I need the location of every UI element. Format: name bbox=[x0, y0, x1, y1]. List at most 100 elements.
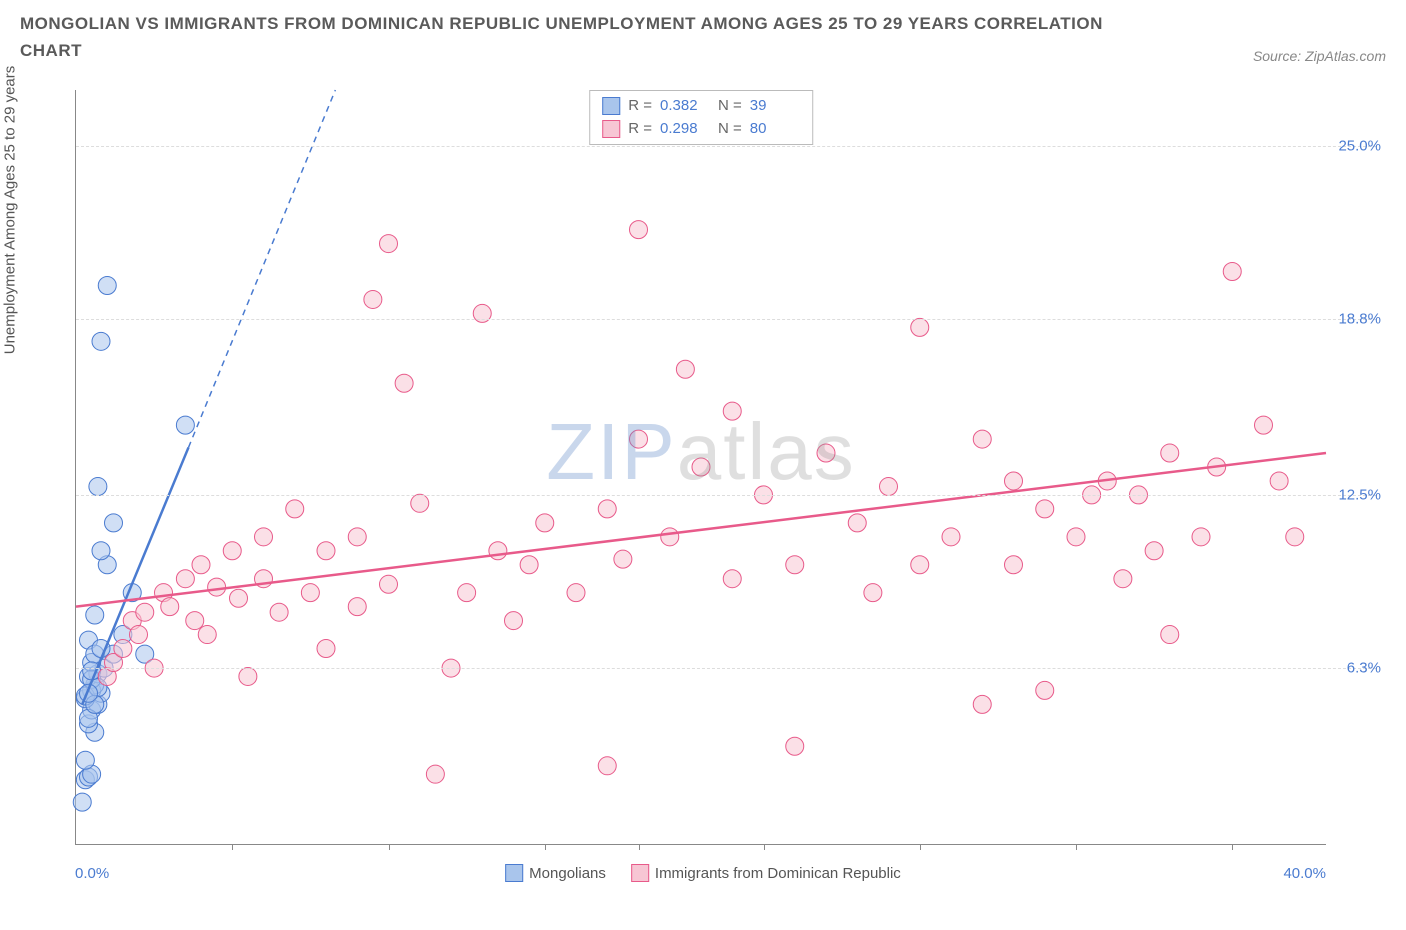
data-point-dominican bbox=[786, 556, 804, 574]
data-point-dominican bbox=[208, 578, 226, 596]
data-point-dominican bbox=[270, 603, 288, 621]
data-point-dominican bbox=[114, 640, 132, 658]
chart-container: Unemployment Among Ages 25 to 29 years R… bbox=[20, 80, 1386, 900]
legend-item-dominican: Immigrants from Dominican Republic bbox=[631, 864, 901, 882]
data-point-dominican bbox=[223, 542, 241, 560]
data-point-dominican bbox=[1114, 570, 1132, 588]
data-point-dominican bbox=[348, 528, 366, 546]
data-point-mongolians bbox=[92, 332, 110, 350]
data-point-dominican bbox=[1223, 263, 1241, 281]
data-point-dominican bbox=[1161, 626, 1179, 644]
data-point-dominican bbox=[186, 612, 204, 630]
x-tick bbox=[389, 844, 390, 850]
data-point-mongolians bbox=[73, 793, 91, 811]
data-point-dominican bbox=[1005, 472, 1023, 490]
data-point-mongolians bbox=[86, 606, 104, 624]
stats-box: R = 0.382 N = 39 R = 0.298 N = 80 bbox=[589, 90, 813, 145]
data-point-dominican bbox=[911, 318, 929, 336]
data-point-dominican bbox=[786, 737, 804, 755]
n-value-dominican: 80 bbox=[750, 118, 800, 141]
data-point-dominican bbox=[1005, 556, 1023, 574]
gridline bbox=[76, 146, 1376, 147]
data-point-dominican bbox=[536, 514, 554, 532]
legend-label-dominican: Immigrants from Dominican Republic bbox=[655, 865, 901, 882]
data-point-dominican bbox=[230, 589, 248, 607]
data-point-dominican bbox=[395, 374, 413, 392]
data-point-dominican bbox=[317, 542, 335, 560]
x-axis-min-label: 0.0% bbox=[75, 865, 109, 882]
data-point-dominican bbox=[942, 528, 960, 546]
plot-area: R = 0.382 N = 39 R = 0.298 N = 80 ZIPatl… bbox=[75, 90, 1326, 845]
stats-row-mongolians: R = 0.382 N = 39 bbox=[602, 95, 800, 118]
data-point-dominican bbox=[489, 542, 507, 560]
data-point-dominican bbox=[1067, 528, 1085, 546]
data-point-dominican bbox=[973, 430, 991, 448]
data-point-dominican bbox=[676, 360, 694, 378]
data-point-dominican bbox=[614, 550, 632, 568]
data-point-dominican bbox=[1161, 444, 1179, 462]
legend: Mongolians Immigrants from Dominican Rep… bbox=[505, 864, 901, 882]
trend-line bbox=[189, 90, 336, 447]
r-value-dominican: 0.298 bbox=[660, 118, 710, 141]
r-label: R = bbox=[628, 118, 652, 141]
n-value-mongolians: 39 bbox=[750, 95, 800, 118]
data-point-dominican bbox=[630, 430, 648, 448]
data-point-dominican bbox=[598, 757, 616, 775]
gridline bbox=[76, 668, 1376, 669]
legend-item-mongolians: Mongolians bbox=[505, 864, 606, 882]
gridline bbox=[76, 495, 1376, 496]
data-point-mongolians bbox=[105, 514, 123, 532]
data-point-dominican bbox=[911, 556, 929, 574]
x-tick bbox=[1076, 844, 1077, 850]
n-label: N = bbox=[718, 95, 742, 118]
data-point-dominican bbox=[411, 494, 429, 512]
data-point-dominican bbox=[973, 695, 991, 713]
data-point-dominican bbox=[723, 570, 741, 588]
y-tick-label: 25.0% bbox=[1338, 137, 1381, 154]
data-point-mongolians bbox=[98, 276, 116, 294]
data-point-dominican bbox=[426, 765, 444, 783]
data-point-dominican bbox=[317, 640, 335, 658]
data-point-dominican bbox=[692, 458, 710, 476]
y-tick-label: 6.3% bbox=[1347, 660, 1381, 677]
y-tick-label: 12.5% bbox=[1338, 486, 1381, 503]
data-point-dominican bbox=[130, 626, 148, 644]
n-label: N = bbox=[718, 118, 742, 141]
swatch-pink bbox=[602, 120, 620, 138]
legend-label-mongolians: Mongolians bbox=[529, 865, 606, 882]
data-point-dominican bbox=[630, 221, 648, 239]
data-point-dominican bbox=[598, 500, 616, 518]
data-point-mongolians bbox=[89, 478, 107, 496]
data-point-dominican bbox=[848, 514, 866, 532]
plot-svg bbox=[76, 90, 1326, 844]
stats-row-dominican: R = 0.298 N = 80 bbox=[602, 118, 800, 141]
data-point-dominican bbox=[567, 584, 585, 602]
data-point-dominican bbox=[380, 235, 398, 253]
data-point-dominican bbox=[1145, 542, 1163, 560]
x-tick bbox=[920, 844, 921, 850]
data-point-dominican bbox=[1192, 528, 1210, 546]
data-point-dominican bbox=[864, 584, 882, 602]
data-point-dominican bbox=[239, 667, 257, 685]
r-label: R = bbox=[628, 95, 652, 118]
y-axis-label: Unemployment Among Ages 25 to 29 years bbox=[2, 66, 19, 355]
x-tick bbox=[764, 844, 765, 850]
data-point-dominican bbox=[458, 584, 476, 602]
data-point-dominican bbox=[301, 584, 319, 602]
y-tick-label: 18.8% bbox=[1338, 310, 1381, 327]
data-point-mongolians bbox=[76, 751, 94, 769]
data-point-dominican bbox=[380, 575, 398, 593]
chart-title: MONGOLIAN VS IMMIGRANTS FROM DOMINICAN R… bbox=[20, 10, 1120, 64]
data-point-dominican bbox=[880, 478, 898, 496]
data-point-dominican bbox=[348, 598, 366, 616]
data-point-dominican bbox=[1036, 681, 1054, 699]
data-point-dominican bbox=[192, 556, 210, 574]
data-point-dominican bbox=[161, 598, 179, 616]
data-point-dominican bbox=[723, 402, 741, 420]
swatch-blue bbox=[505, 864, 523, 882]
data-point-dominican bbox=[505, 612, 523, 630]
data-point-dominican bbox=[136, 603, 154, 621]
gridline bbox=[76, 319, 1376, 320]
x-tick bbox=[232, 844, 233, 850]
data-point-dominican bbox=[198, 626, 216, 644]
